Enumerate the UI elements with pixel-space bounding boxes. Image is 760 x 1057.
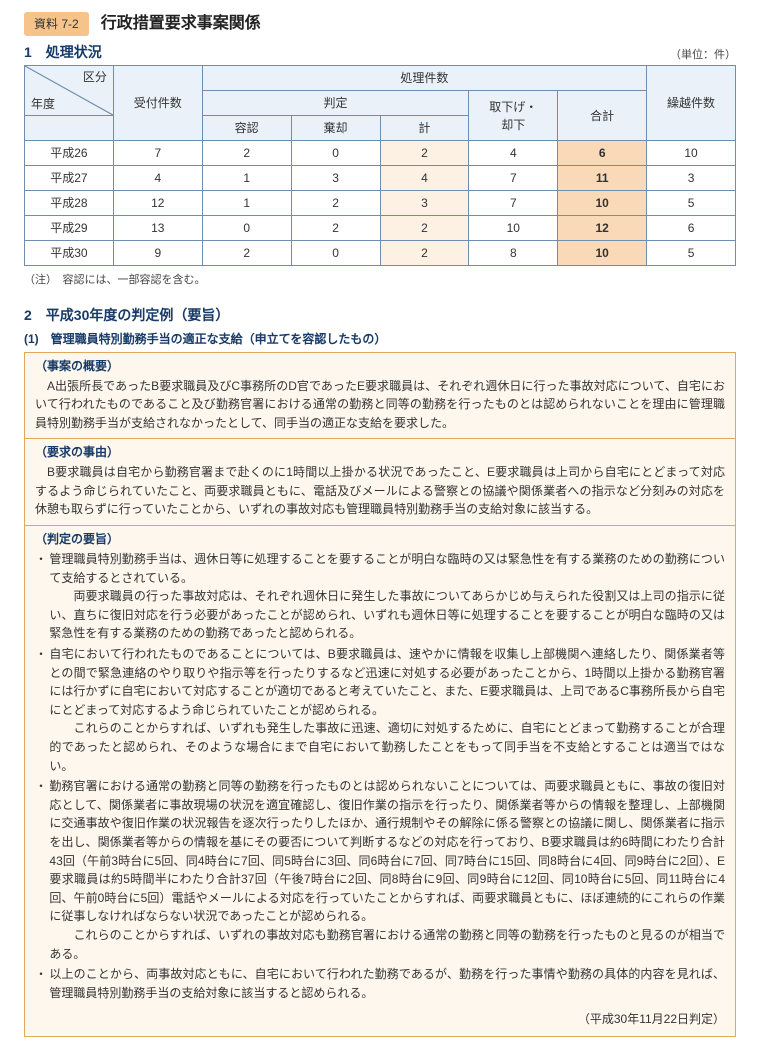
table-cell: 9	[113, 241, 202, 266]
table-cell: 0	[291, 241, 380, 266]
status-table: 区分 年度 受付件数 処理件数 繰越件数 判定 取下げ・ 却下 合計 容認 棄却…	[24, 65, 736, 266]
table-row: 平成291302210126	[25, 216, 736, 241]
section1-note: （注） 容認には、一部容認を含む。	[24, 272, 736, 289]
doc-title: 行政措置要求事案関係	[101, 12, 261, 36]
col-kei: 計	[380, 116, 469, 141]
table-cell: 5	[647, 191, 736, 216]
col-hantei: 判定	[202, 91, 469, 116]
case-box: （事案の概要） A出張所長であったB要求職員及びC事務所のD官であったE要求職員…	[24, 352, 736, 1038]
section1-unit: （単位：件）	[670, 47, 736, 64]
case-date: （平成30年11月22日判定）	[25, 1010, 735, 1036]
case-bullet: 以上のことから、両事故対応ともに、自宅において行われた勤務であるが、勤務を行った…	[35, 965, 725, 1002]
table-cell: 2	[291, 191, 380, 216]
table-cell: 5	[647, 241, 736, 266]
table-row: 平成2672024610	[25, 141, 736, 166]
col-uketsuke: 受付件数	[113, 66, 202, 141]
section2-title: 2 平成30年度の判定例（要旨）	[24, 305, 736, 326]
table-cell: 10	[469, 216, 558, 241]
case-bullet: 管理職員特別勤務手当は、週休日等に処理することを要することが明白な臨時の又は緊急…	[35, 550, 725, 643]
table-cell: 10	[647, 141, 736, 166]
table-cell: 平成27	[25, 166, 114, 191]
table-row: 平成3092028105	[25, 241, 736, 266]
table-cell: 0	[291, 141, 380, 166]
table-cell: 13	[113, 216, 202, 241]
table-cell: 0	[202, 216, 291, 241]
table-cell: 2	[380, 216, 469, 241]
table-cell: 2	[291, 216, 380, 241]
table-cell: 平成28	[25, 191, 114, 216]
table-cell: 4	[380, 166, 469, 191]
col-kurikoshi: 繰越件数	[647, 66, 736, 141]
table-row: 平成2741347113	[25, 166, 736, 191]
case-p2: B要求職員は自宅から勤務官署まで赴くのに1時間以上掛かる状況であったこと、E要求…	[25, 461, 735, 525]
table-cell: 10	[558, 241, 647, 266]
table-cell: 平成26	[25, 141, 114, 166]
table-cell: 3	[380, 191, 469, 216]
doc-tag: 資料 7-2	[24, 12, 89, 36]
case-bullet: 勤務官署における通常の勤務と同等の勤務を行ったものとは認められないことについては…	[35, 777, 725, 963]
table-cell: 6	[558, 141, 647, 166]
table-cell: 6	[647, 216, 736, 241]
table-cell: 1	[202, 191, 291, 216]
section1-title: 1 処理状況	[24, 42, 102, 63]
col-kubun: 区分	[83, 68, 107, 86]
table-cell: 2	[380, 141, 469, 166]
col-nendo: 年度	[31, 95, 55, 113]
case-h2: （要求の事由）	[25, 439, 735, 461]
table-cell: 7	[469, 166, 558, 191]
table-cell: 3	[291, 166, 380, 191]
table-row: 平成28121237105	[25, 191, 736, 216]
table-cell: 8	[469, 241, 558, 266]
section1-header-row: 1 処理状況 （単位：件）	[24, 42, 736, 63]
table-cell: 4	[469, 141, 558, 166]
table-cell: 3	[647, 166, 736, 191]
case-h3: （判定の要旨）	[25, 526, 735, 548]
table-cell: 平成30	[25, 241, 114, 266]
table-cell: 平成29	[25, 216, 114, 241]
table-cell: 12	[558, 216, 647, 241]
col-goukei: 合計	[558, 91, 647, 141]
col-torisage: 取下げ・ 却下	[469, 91, 558, 141]
table-cell: 4	[113, 166, 202, 191]
case-p1: A出張所長であったB要求職員及びC事務所のD官であったE要求職員は、それぞれ週休…	[25, 375, 735, 439]
table-cell: 7	[113, 141, 202, 166]
case-bullets: 管理職員特別勤務手当は、週休日等に処理することを要することが明白な臨時の又は緊急…	[25, 548, 735, 1010]
table-cell: 10	[558, 191, 647, 216]
col-kikyaku: 棄却	[291, 116, 380, 141]
case-bullet: 自宅において行われたものであることについては、B要求職員は、速やかに情報を収集し…	[35, 645, 725, 775]
doc-header: 資料 7-2 行政措置要求事案関係	[24, 12, 736, 36]
section2-sub: (1) 管理職員特別勤務手当の適正な支給（申立てを容認したもの）	[24, 330, 736, 348]
col-younin: 容認	[202, 116, 291, 141]
table-cell: 7	[469, 191, 558, 216]
table-cell: 2	[202, 141, 291, 166]
case-h1: （事案の概要）	[25, 353, 735, 375]
table-cell: 2	[202, 241, 291, 266]
table-cell: 2	[380, 241, 469, 266]
col-shori: 処理件数	[202, 66, 646, 91]
table-cell: 12	[113, 191, 202, 216]
table-cell: 1	[202, 166, 291, 191]
table-cell: 11	[558, 166, 647, 191]
